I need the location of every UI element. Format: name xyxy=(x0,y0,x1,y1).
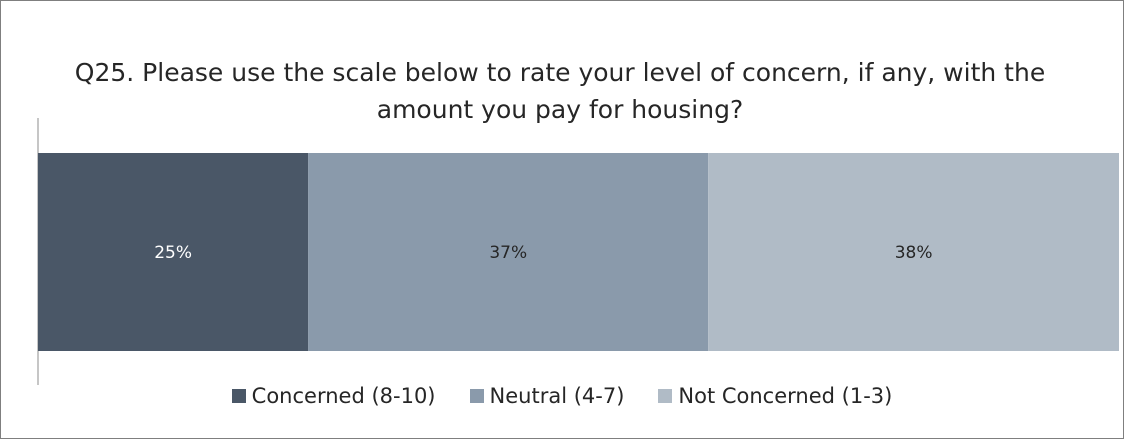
data-label-not-concerned: 38% xyxy=(895,243,933,263)
legend: Concerned (8-10) Neutral (4-7) Not Conce… xyxy=(0,381,1124,411)
chart-title: Q25. Please use the scale below to rate … xyxy=(74,58,1046,124)
stacked-bars: 25% 37% 38% xyxy=(38,153,1119,351)
legend-item-neutral: Neutral (4-7) xyxy=(469,384,625,408)
legend-swatch-neutral xyxy=(469,389,484,403)
legend-label-concerned: Concerned (8-10) xyxy=(251,384,436,408)
bar-segment-concerned xyxy=(38,153,309,351)
legend-label-not-concerned: Not Concerned (1-3) xyxy=(678,384,893,408)
legend-swatch-concerned xyxy=(231,389,246,403)
bar-segment-neutral xyxy=(308,153,709,351)
data-label-concerned: 25% xyxy=(154,243,192,263)
legend-item-concerned: Concerned (8-10) xyxy=(231,384,436,408)
data-label-neutral: 37% xyxy=(489,243,527,263)
legend-label-neutral: Neutral (4-7) xyxy=(489,384,625,408)
legend-swatch-not-concerned xyxy=(658,389,673,403)
legend-item-not-concerned: Not Concerned (1-3) xyxy=(658,384,892,408)
bar-segment-not-concerned xyxy=(708,153,1119,351)
